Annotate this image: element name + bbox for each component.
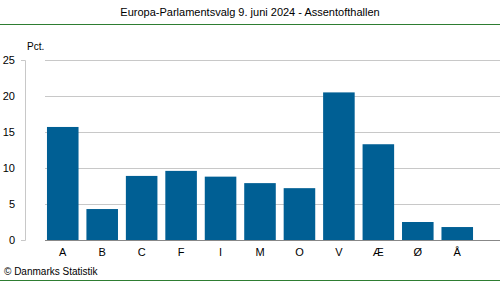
bar	[284, 188, 316, 240]
bars	[47, 92, 473, 240]
bar	[126, 176, 158, 240]
footer-rule	[0, 280, 500, 281]
bar	[323, 92, 355, 240]
x-tick-label: A	[59, 246, 67, 258]
y-axis-title: Pct.	[27, 41, 44, 52]
x-tick: Æ	[373, 240, 384, 258]
grid-line	[45, 240, 500, 241]
x-tick: I	[219, 240, 222, 258]
y-axis-line	[21, 61, 26, 241]
bar	[86, 209, 118, 240]
x-tick-label: O	[295, 246, 304, 258]
y-tick: 15	[3, 126, 25, 138]
bar	[47, 127, 79, 240]
x-tick: A	[59, 240, 67, 258]
x-tick-label: Æ	[373, 246, 384, 258]
y-tick: 25	[3, 54, 25, 66]
bar	[244, 183, 276, 240]
bar	[402, 222, 434, 240]
y-tick: 10	[3, 162, 25, 174]
x-tick-label: M	[255, 246, 264, 258]
grid	[45, 61, 500, 241]
title-rule	[0, 24, 500, 25]
x-tick: Å	[454, 240, 462, 258]
x-axis-line	[45, 240, 500, 241]
y-axis: 0 5 10 15 20 25	[3, 54, 26, 246]
source: © Danmarks Statistik	[4, 266, 99, 277]
bar	[165, 171, 197, 240]
grid-line	[45, 60, 500, 61]
y-tick-label: 5	[9, 198, 15, 210]
x-tick-label: B	[99, 246, 106, 258]
x-tick: M	[255, 240, 264, 258]
bar	[441, 227, 473, 240]
x-tick-label: F	[178, 246, 185, 258]
bar	[205, 177, 237, 240]
y-tick: 0	[9, 234, 25, 246]
y-tick-label: 25	[3, 54, 15, 66]
x-tick-label: C	[138, 246, 146, 258]
title: Europa-Parlamentsvalg 9. juni 2024 - Ass…	[120, 6, 379, 18]
y-tick: 20	[3, 90, 25, 102]
y-tick-mark	[21, 96, 25, 97]
bar	[363, 144, 395, 240]
x-tick-label: I	[219, 246, 222, 258]
y-tick-mark	[21, 168, 25, 169]
y-tick-label: 15	[3, 126, 15, 138]
grid-line	[45, 132, 500, 133]
x-tick: C	[138, 240, 146, 258]
x-tick: B	[99, 240, 106, 258]
grid-line	[45, 168, 500, 169]
y-tick-mark	[21, 240, 25, 241]
x-tick: O	[295, 240, 304, 258]
y-tick-mark	[21, 204, 25, 205]
y-tick: 5	[9, 198, 25, 210]
x-axis: ABCFIMOVÆØÅ	[45, 240, 500, 258]
y-tick-mark	[21, 132, 25, 133]
x-tick: F	[178, 240, 185, 258]
y-tick-label: 10	[3, 162, 15, 174]
y-tick-label: 0	[9, 234, 15, 246]
y-tick-label: 20	[3, 90, 15, 102]
x-tick-label: Ø	[414, 246, 423, 258]
x-tick: V	[335, 240, 343, 258]
x-tick-label: Å	[454, 246, 462, 258]
x-tick: Ø	[414, 240, 423, 258]
y-tick-mark	[21, 60, 25, 61]
grid-line	[45, 96, 500, 97]
x-tick-label: V	[335, 246, 343, 258]
chart: Europa-Parlamentsvalg 9. juni 2024 - Ass…	[0, 0, 500, 282]
